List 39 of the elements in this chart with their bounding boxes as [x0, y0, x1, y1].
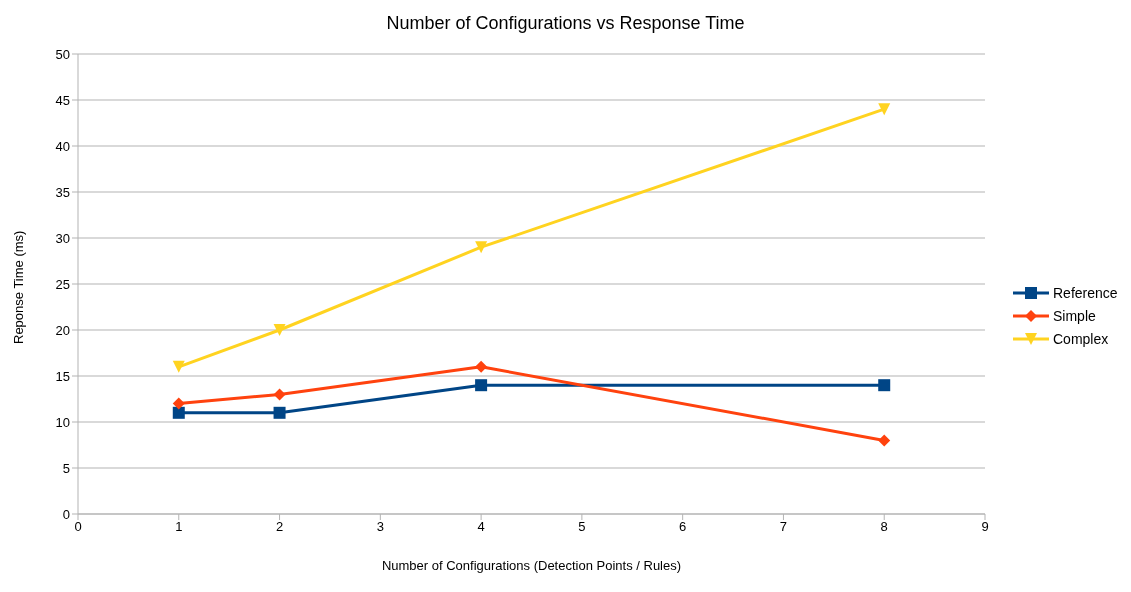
x-tick-label: 0	[74, 519, 82, 535]
x-tick-label: 9	[981, 519, 989, 535]
x-tick-label: 6	[679, 519, 687, 535]
point	[475, 379, 488, 392]
point	[878, 434, 891, 447]
x-tick-label: 5	[578, 519, 586, 535]
point	[878, 103, 891, 116]
chart-title: Number of Configurations vs Response Time	[385, 12, 746, 35]
point	[172, 406, 185, 419]
y-tick-label: 45	[55, 92, 70, 108]
y-tick-label: 35	[55, 184, 70, 200]
x-tick-label: 3	[376, 519, 384, 535]
y-tick-label: 0	[62, 506, 70, 522]
x-axis-title: Number of Configurations (Detection Points / Rules)	[381, 558, 682, 573]
x-tick-label: 4	[477, 519, 485, 535]
point	[273, 388, 286, 401]
point	[475, 241, 488, 254]
x-tick-label: 8	[880, 519, 888, 535]
y-tick-label: 25	[55, 276, 70, 292]
legend-label: Complex	[1053, 331, 1109, 347]
point	[172, 397, 185, 410]
point	[878, 379, 891, 392]
x-tick-label: 2	[275, 519, 284, 535]
y-tick-label: 10	[55, 414, 70, 430]
y-tick-label: 50	[55, 46, 70, 62]
y-tick-label: 40	[55, 138, 70, 154]
point	[475, 360, 488, 373]
y-tick-label: 20	[55, 322, 70, 338]
y-tick-label: 15	[55, 368, 70, 384]
y-tick-label: 30	[55, 230, 70, 246]
point	[273, 324, 286, 336]
point	[172, 360, 185, 373]
point	[273, 406, 286, 419]
y-axis-title: Reponse Time (ms)	[10, 230, 26, 344]
legend-label: Simple	[1053, 308, 1096, 324]
legend-label: Reference	[1053, 285, 1118, 301]
x-tick-label: 1	[175, 519, 183, 535]
y-tick-label: 5	[62, 460, 70, 476]
x-tick-label: 7	[779, 519, 788, 535]
